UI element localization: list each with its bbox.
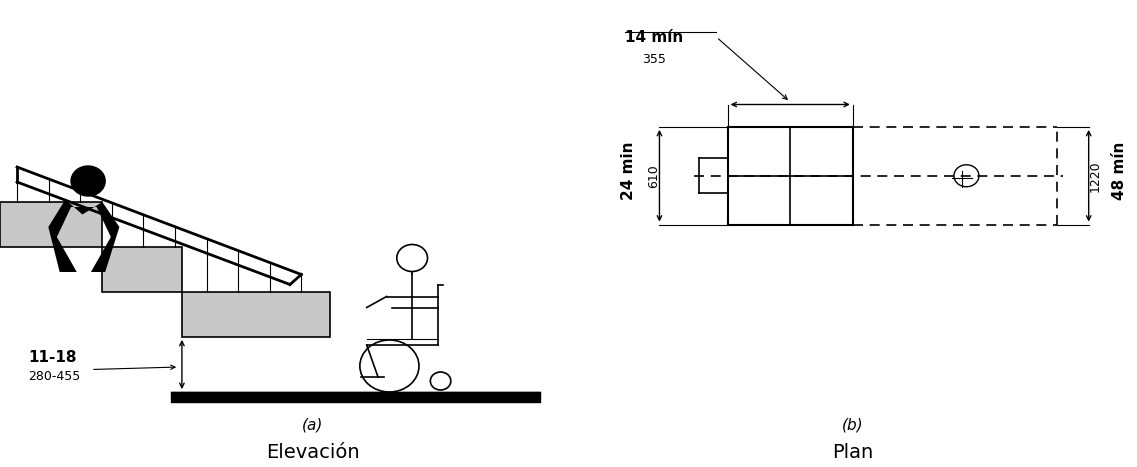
Bar — [102, 247, 182, 292]
Text: (a): (a) — [302, 417, 323, 432]
Text: 610: 610 — [647, 164, 661, 188]
Text: 280-455: 280-455 — [28, 370, 81, 383]
Polygon shape — [48, 199, 119, 272]
Text: 1220: 1220 — [1089, 160, 1102, 191]
Text: 14 mín: 14 mín — [625, 29, 683, 44]
Text: (b): (b) — [841, 417, 864, 432]
Text: Plan: Plan — [832, 443, 873, 461]
Text: 11-18: 11-18 — [28, 349, 77, 365]
Bar — [182, 292, 330, 337]
Circle shape — [70, 166, 106, 196]
Text: 48 mín: 48 mín — [1112, 142, 1128, 200]
Text: 24 min: 24 min — [621, 142, 636, 200]
Text: Elevación: Elevación — [266, 443, 359, 461]
Text: 355: 355 — [642, 53, 666, 66]
Bar — [0, 202, 102, 247]
